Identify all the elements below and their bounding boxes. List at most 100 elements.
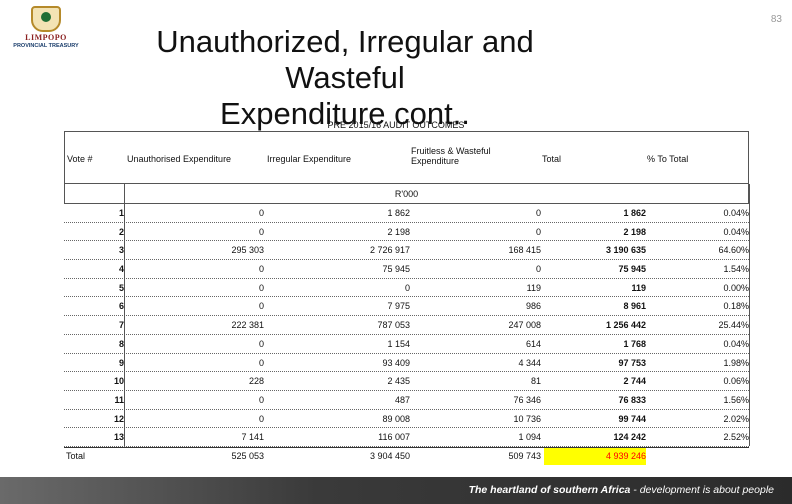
total-label: Total	[66, 450, 86, 461]
cell-fruitless: 0	[535, 208, 541, 218]
cell-fruitless: 986	[525, 301, 541, 312]
cell-irregular: 116 007	[378, 432, 410, 443]
cell-unauthorised: 0	[258, 264, 264, 275]
title-line-1: Unauthorized, Irregular and Wasteful	[156, 24, 534, 95]
cell-total: 2 198	[623, 226, 646, 237]
slide-title: Unauthorized, Irregular and Wasteful Exp…	[100, 24, 590, 132]
cell-irregular: 2 198	[387, 226, 410, 237]
cell-pct: 2.52%	[723, 432, 749, 443]
table-row: 9 0 93 409 4 344 97 753 1.98%	[64, 354, 749, 373]
footer-banner: The heartland of southern Africa - devel…	[0, 477, 792, 504]
cell-irregular: 1 154	[387, 338, 410, 349]
cell-vote: 4	[118, 264, 124, 275]
cell-total: 119	[631, 282, 646, 293]
cell-vote: 8	[118, 338, 124, 349]
cell-vote: 12	[113, 413, 124, 424]
table-row: 4 0 75 945 0 75 945 1.54%	[64, 260, 749, 279]
cell-pct: 0.04%	[723, 208, 749, 218]
cell-unauthorised: 295 303	[231, 245, 264, 256]
cell-vote: 1	[118, 208, 124, 218]
cell-irregular: 0	[404, 282, 410, 293]
table-row: 8 0 1 154 614 1 768 0.04%	[64, 335, 749, 354]
cell-pct: 0.06%	[723, 376, 749, 387]
total-unauthorised: 525 053	[231, 450, 264, 461]
column-divider	[124, 184, 125, 446]
cell-pct: 25.44%	[718, 320, 749, 331]
cell-pct: 0.00%	[723, 282, 749, 293]
logo-department: PROVINCIAL TREASURY	[13, 43, 79, 49]
table-row: 7 222 381 787 053 247 008 1 256 442 25.44%	[64, 316, 749, 335]
cell-pct: 1.54%	[723, 264, 749, 275]
footer-slogan: The heartland of southern Africa - devel…	[469, 484, 774, 496]
cell-vote: 3	[118, 245, 124, 256]
footer-slogan-bold: The heartland of southern Africa	[468, 484, 631, 496]
cell-total: 97 753	[618, 357, 646, 368]
header-fruitless: Fruitless & Wasteful Expenditure	[411, 146, 491, 166]
cell-fruitless: 10 736	[513, 413, 541, 424]
page-number: 83	[770, 14, 782, 25]
cell-vote: 6	[118, 301, 124, 312]
cell-irregular: 2 726 917	[369, 245, 410, 256]
cell-irregular: 1 862	[387, 208, 410, 218]
cell-vote: 9	[118, 357, 124, 368]
cell-pct: 0.04%	[723, 338, 749, 349]
cell-irregular: 787 053	[377, 320, 410, 331]
cell-fruitless: 76 346	[513, 394, 541, 405]
cell-vote: 11	[114, 394, 124, 405]
cell-irregular: 7 975	[387, 301, 410, 312]
total-highlight	[544, 447, 646, 465]
table-row: 12 0 89 008 10 736 99 744 2.02%	[64, 410, 749, 429]
cell-unauthorised: 0	[258, 226, 264, 237]
header-irregular: Irregular Expenditure	[267, 154, 352, 164]
cell-pct: 1.56%	[723, 394, 749, 405]
limpopo-logo: LIMPOPO PROVINCIAL TREASURY	[6, 6, 86, 52]
cell-total: 76 833	[618, 394, 646, 405]
table-row: 5 0 0 119 119 0.00%	[64, 279, 749, 298]
cell-pct: 2.02%	[723, 413, 749, 424]
table-row: 1 0 1 862 0 1 862 0.04%	[64, 204, 749, 223]
cell-irregular: 2 435	[387, 376, 410, 387]
cell-vote: 5	[118, 282, 124, 293]
coat-of-arms-icon	[31, 6, 61, 32]
table-row: 13 7 141 116 007 1 094 124 242 2.52%	[64, 428, 749, 447]
cell-unauthorised: 0	[258, 301, 264, 312]
cell-fruitless: 247 008	[508, 320, 541, 331]
header-vote: Vote #	[67, 154, 93, 164]
cell-pct: 0.04%	[723, 226, 749, 237]
cell-fruitless: 81	[530, 376, 541, 387]
total-irregular: 3 904 450	[369, 450, 410, 461]
cell-unauthorised: 222 381	[231, 320, 264, 331]
table-row: 6 0 7 975 986 8 961 0.18%	[64, 297, 749, 317]
table-row: 2 0 2 198 0 2 198 0.04%	[64, 223, 749, 242]
cell-fruitless: 0	[535, 226, 541, 237]
cell-unauthorised: 0	[258, 413, 264, 424]
cell-pct: 64.60%	[718, 245, 749, 256]
header-pct: % To Total	[647, 154, 689, 164]
cell-total: 3 190 635	[605, 245, 646, 256]
cell-fruitless: 614	[525, 338, 541, 349]
table-row: 10 228 2 435 81 2 744 0.06%	[64, 372, 749, 391]
cell-unauthorised: 0	[258, 282, 264, 293]
cell-fruitless: 0	[535, 264, 541, 275]
unit-row: R'000	[64, 184, 749, 204]
cell-total: 1 768	[623, 338, 646, 349]
column-divider	[749, 184, 750, 446]
cell-unauthorised: 0	[258, 208, 264, 218]
cell-fruitless: 119	[526, 282, 541, 293]
cell-fruitless: 4 344	[518, 357, 541, 368]
cell-unauthorised: 0	[258, 357, 264, 368]
cell-unauthorised: 0	[258, 338, 264, 349]
cell-total: 1 862	[623, 208, 646, 218]
cell-vote: 13	[113, 432, 124, 443]
cell-vote: 10	[113, 376, 124, 387]
cell-vote: 2	[118, 226, 124, 237]
cell-irregular: 75 945	[382, 264, 410, 275]
header-total: Total	[542, 154, 562, 164]
cell-unauthorised: 228	[248, 376, 264, 387]
cell-total: 1 256 442	[605, 320, 646, 331]
cell-unauthorised: 7 141	[241, 432, 264, 443]
table-header: Vote # Unauthorised Expenditure Irregula…	[64, 131, 749, 184]
title-line-2: Expenditure cont..	[220, 96, 470, 131]
cell-irregular: 89 008	[382, 413, 410, 424]
